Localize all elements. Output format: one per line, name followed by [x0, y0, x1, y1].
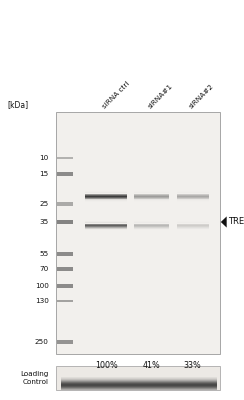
Bar — [85, 193, 127, 194]
Bar — [134, 227, 169, 228]
Text: siRNA#2: siRNA#2 — [189, 83, 215, 110]
Bar — [134, 200, 169, 201]
Bar — [177, 227, 209, 228]
Bar — [56, 366, 220, 390]
Bar — [85, 225, 127, 226]
Bar — [85, 224, 127, 225]
Text: 100%: 100% — [95, 361, 118, 370]
Bar — [177, 201, 209, 202]
Bar — [85, 196, 127, 197]
Bar — [57, 202, 73, 206]
Bar — [85, 195, 127, 196]
Bar — [57, 300, 73, 302]
Bar — [85, 227, 127, 228]
Bar — [61, 382, 217, 383]
Bar — [177, 195, 209, 196]
Bar — [177, 225, 209, 226]
Bar — [56, 112, 220, 354]
Bar — [85, 192, 127, 193]
Text: TREM1: TREM1 — [228, 218, 244, 226]
Text: 130: 130 — [35, 298, 49, 304]
Text: 15: 15 — [40, 171, 49, 177]
Bar — [85, 197, 127, 198]
Bar — [61, 390, 217, 392]
Bar — [61, 377, 217, 378]
Bar — [85, 222, 127, 223]
Bar — [134, 193, 169, 194]
Text: 33%: 33% — [184, 361, 202, 370]
Bar — [177, 193, 209, 194]
Bar — [85, 226, 127, 227]
Text: 10: 10 — [40, 155, 49, 161]
Text: siRNA ctrl: siRNA ctrl — [102, 81, 131, 110]
Bar — [57, 157, 73, 159]
Bar — [177, 222, 209, 223]
Bar — [85, 229, 127, 230]
Bar — [57, 340, 73, 344]
Text: 70: 70 — [40, 266, 49, 272]
Bar — [177, 224, 209, 225]
Bar — [177, 196, 209, 197]
Bar — [85, 223, 127, 224]
Bar — [177, 194, 209, 195]
Bar — [177, 226, 209, 227]
Bar — [61, 389, 217, 390]
Bar — [134, 229, 169, 230]
Bar — [61, 385, 217, 386]
Bar — [85, 201, 127, 202]
Bar — [85, 198, 127, 199]
Bar — [61, 383, 217, 384]
Text: Loading
Control: Loading Control — [20, 371, 49, 385]
Text: 250: 250 — [35, 339, 49, 345]
Bar — [177, 229, 209, 230]
Bar — [134, 197, 169, 198]
Bar — [57, 172, 73, 176]
Text: 35: 35 — [40, 219, 49, 225]
Text: 55: 55 — [40, 251, 49, 257]
Bar — [177, 191, 209, 192]
Bar — [61, 384, 217, 385]
Bar — [61, 387, 217, 388]
Bar — [134, 191, 169, 192]
Bar — [177, 198, 209, 199]
Bar — [134, 195, 169, 196]
Bar — [57, 267, 73, 271]
Bar — [61, 380, 217, 381]
Text: 41%: 41% — [142, 361, 160, 370]
Bar — [61, 378, 217, 379]
Text: [kDa]: [kDa] — [7, 100, 29, 109]
Bar — [134, 192, 169, 193]
Bar — [85, 194, 127, 195]
Text: 100: 100 — [35, 283, 49, 289]
Text: 25: 25 — [40, 201, 49, 207]
Polygon shape — [221, 216, 227, 228]
Bar — [61, 379, 217, 380]
Bar — [85, 200, 127, 201]
Bar — [134, 201, 169, 202]
Bar — [61, 381, 217, 382]
Bar — [85, 221, 127, 222]
Text: siRNA#1: siRNA#1 — [147, 83, 174, 110]
Bar — [134, 196, 169, 197]
Bar — [57, 284, 73, 288]
Bar — [134, 222, 169, 223]
Bar — [134, 221, 169, 222]
Bar — [85, 191, 127, 192]
Bar — [57, 252, 73, 256]
Bar — [177, 192, 209, 193]
Bar — [177, 200, 209, 201]
Bar — [134, 198, 169, 199]
Bar — [134, 223, 169, 224]
Bar — [134, 226, 169, 227]
Bar — [177, 197, 209, 198]
Bar — [61, 386, 217, 387]
Bar — [134, 224, 169, 225]
Bar — [177, 221, 209, 222]
Bar — [134, 225, 169, 226]
Bar — [57, 220, 73, 224]
Bar — [177, 223, 209, 224]
Bar — [134, 194, 169, 195]
